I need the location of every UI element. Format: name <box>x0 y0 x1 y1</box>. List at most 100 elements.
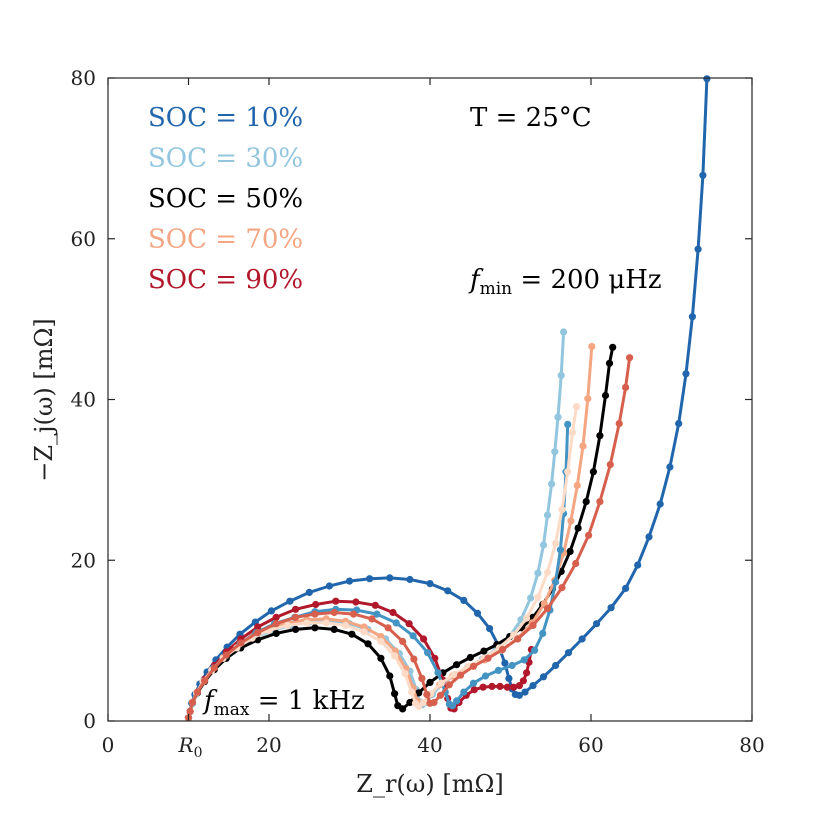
data-point <box>501 659 509 667</box>
data-point <box>578 635 586 643</box>
legend-entry-4: SOC = 90% <box>148 265 303 295</box>
data-point <box>406 575 414 584</box>
data-point <box>543 511 552 519</box>
x-tick-label-1: 20 <box>256 733 281 757</box>
data-point <box>345 577 354 585</box>
fmin-annotation: fmin = 200 μHz <box>468 265 662 299</box>
data-point <box>508 661 516 670</box>
fmin-sub: min <box>480 279 513 299</box>
data-point <box>415 689 423 697</box>
y-tick-label-3: 60 <box>71 227 96 251</box>
y-tick-label-2: 40 <box>71 388 96 412</box>
data-point <box>325 582 333 590</box>
data-point <box>534 593 542 601</box>
data-point <box>480 647 488 655</box>
data-point <box>607 604 615 612</box>
data-point <box>567 517 575 525</box>
data-point <box>531 646 539 654</box>
data-point <box>615 420 623 428</box>
data-point <box>572 559 580 568</box>
data-point <box>303 619 311 627</box>
data-point <box>430 698 438 707</box>
data-point <box>564 649 573 657</box>
data-point <box>469 679 478 687</box>
data-point <box>406 698 414 707</box>
data-point <box>457 671 465 679</box>
legend-entry-0: SOC = 10% <box>148 103 303 133</box>
series-7 <box>184 354 634 722</box>
data-point <box>420 635 428 643</box>
data-point <box>267 607 275 615</box>
data-point <box>682 370 690 378</box>
data-point <box>322 619 330 627</box>
data-point <box>582 498 590 506</box>
r0-main: R <box>178 733 194 757</box>
data-point <box>409 632 417 640</box>
legend-entry-3: SOC = 70% <box>148 225 303 255</box>
data-point <box>622 584 630 593</box>
data-point <box>557 371 565 379</box>
data-point <box>503 683 511 691</box>
data-point <box>348 630 356 638</box>
data-point <box>564 420 572 428</box>
data-point <box>448 702 457 710</box>
fmax-annotation: fmax = 1 kHz <box>202 686 365 720</box>
data-point <box>609 343 617 351</box>
data-point <box>481 672 490 680</box>
data-point <box>601 391 610 400</box>
legend-entry-1: SOC = 30% <box>148 144 303 174</box>
data-point <box>254 629 262 637</box>
data-point <box>558 584 566 592</box>
data-point <box>529 621 537 630</box>
data-point <box>486 625 494 633</box>
data-point <box>330 625 338 634</box>
y-tick-label-4: 80 <box>71 66 96 90</box>
data-point <box>688 313 697 321</box>
data-point <box>496 682 504 691</box>
data-point <box>272 613 280 621</box>
data-point <box>656 500 664 508</box>
data-point <box>360 628 368 636</box>
data-point <box>479 683 487 691</box>
data-point <box>436 691 445 699</box>
data-point <box>384 624 392 632</box>
x-tick-label-r0: R0 <box>178 733 203 761</box>
data-point <box>437 679 445 687</box>
data-point <box>558 506 566 514</box>
data-point <box>292 625 300 634</box>
y-tick-label-1: 20 <box>71 548 96 572</box>
data-point <box>703 75 711 83</box>
data-point <box>377 654 385 662</box>
data-point <box>554 413 562 421</box>
data-point <box>424 649 432 657</box>
legend: SOC = 10% SOC = 30% SOC = 50% SOC = 70% SOC … <box>148 103 303 295</box>
data-point <box>634 561 642 569</box>
data-point <box>366 575 374 583</box>
fmax-sub: max <box>214 700 250 720</box>
data-point <box>523 669 531 677</box>
data-point <box>564 468 572 476</box>
data-point <box>292 613 300 621</box>
data-point <box>210 664 218 672</box>
data-point <box>373 610 381 618</box>
data-point <box>645 533 653 541</box>
x-tick-label-3: 60 <box>578 733 603 757</box>
data-point <box>410 655 418 663</box>
data-point <box>573 481 581 490</box>
data-point <box>494 666 502 675</box>
data-point <box>484 654 492 662</box>
data-point <box>560 328 568 336</box>
data-point <box>352 598 360 606</box>
data-point <box>622 383 630 391</box>
data-point <box>585 531 593 539</box>
data-point <box>444 587 452 595</box>
fmin-text: = 200 μHz <box>512 265 661 295</box>
data-point <box>312 600 320 609</box>
data-point <box>520 656 528 664</box>
data-point <box>186 707 194 716</box>
data-point <box>529 682 537 690</box>
data-point <box>510 683 518 691</box>
data-point <box>349 610 358 618</box>
